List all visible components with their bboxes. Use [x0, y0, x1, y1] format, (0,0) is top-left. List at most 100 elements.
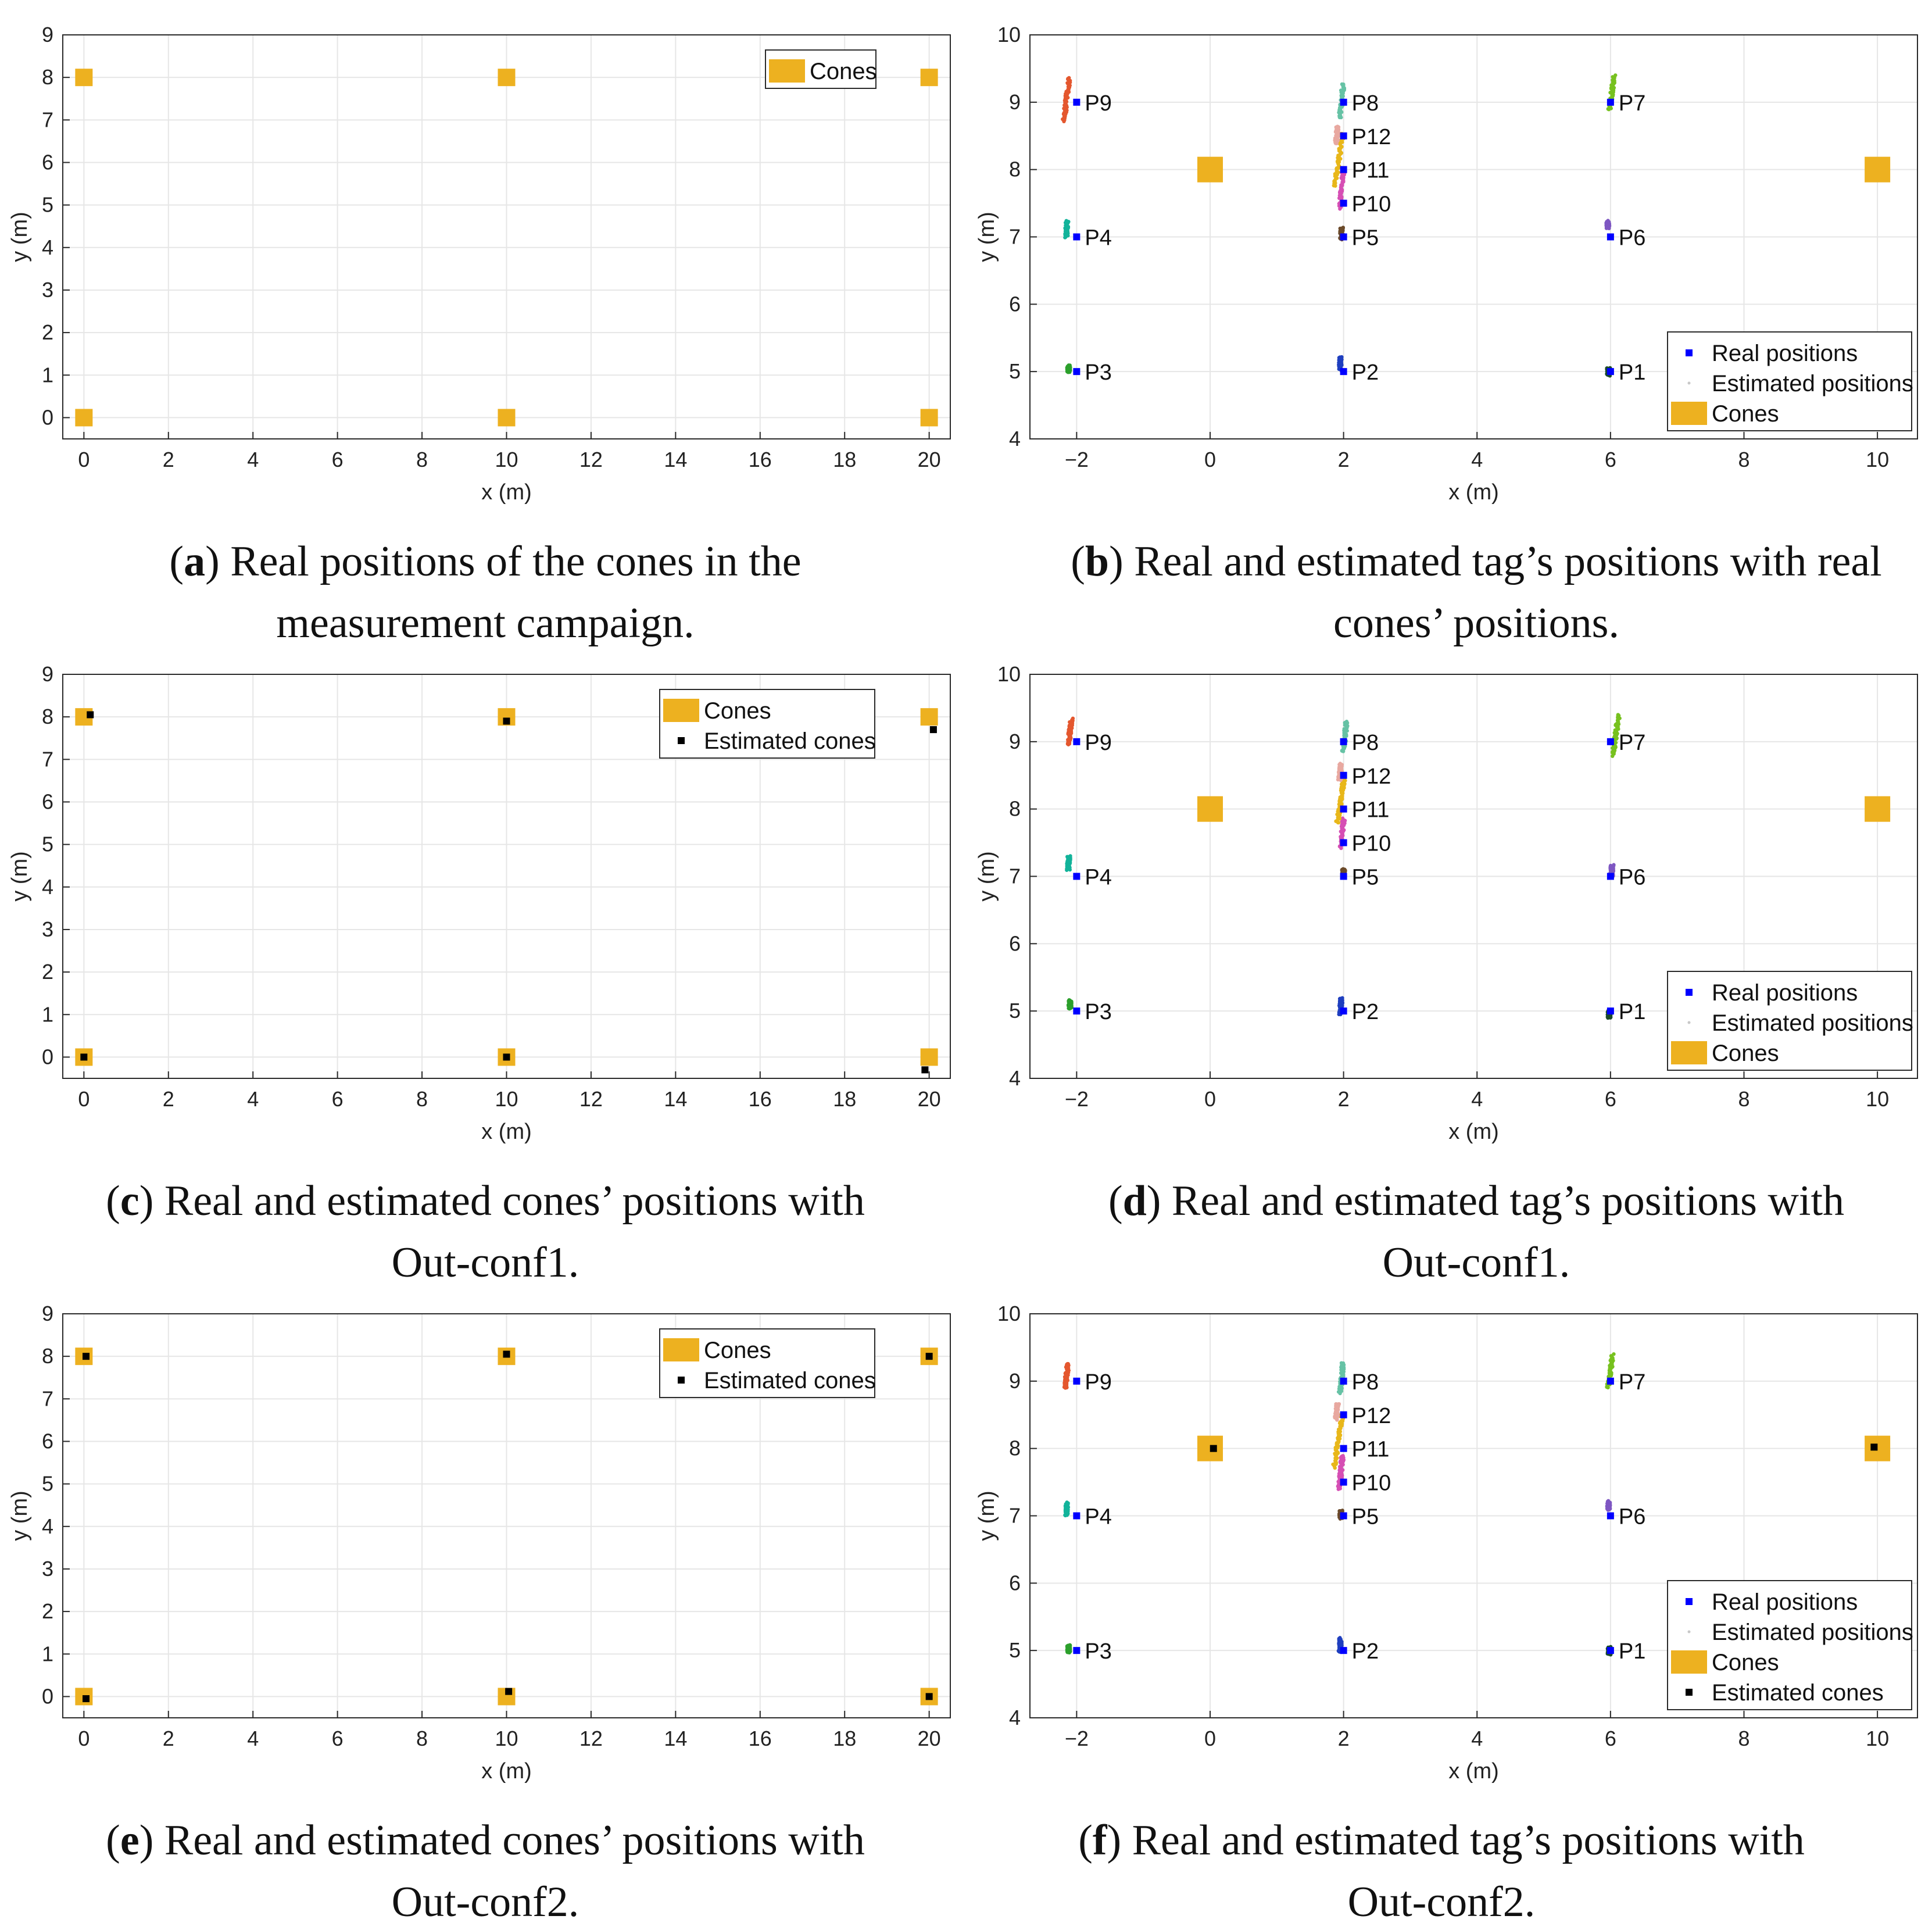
x-tick-label: 0: [1204, 1727, 1216, 1750]
cone-marker: [75, 69, 93, 87]
y-tick-label: 0: [42, 1684, 53, 1708]
estimated-position-dot: [1067, 220, 1071, 224]
legend: Real positions Estimated positions Cones Es…: [1667, 1580, 1913, 1710]
cone-marker: [498, 69, 516, 87]
x-tick-label: 0: [78, 448, 90, 471]
y-tick-label: 6: [42, 150, 53, 174]
legend-cone-swatch: [663, 1338, 699, 1361]
caption-a-line2: measurement campaign.: [276, 599, 694, 647]
y-tick-label: 8: [42, 65, 53, 89]
cone-marker: [920, 708, 938, 726]
x-tick-label: 6: [1605, 1087, 1616, 1111]
estimated-position-dot: [1340, 996, 1344, 1000]
real-position-marker: [1607, 98, 1614, 106]
point-label: P4: [1085, 226, 1111, 251]
point-label: P1: [1619, 1000, 1645, 1024]
x-axis-label: x (m): [481, 480, 532, 505]
estimated-position-dot: [1613, 728, 1618, 732]
estimated-position-dot: [1065, 1361, 1069, 1366]
estimated-cone-marker: [925, 1353, 933, 1360]
point-label: P12: [1352, 1404, 1391, 1428]
y-tick-label: 10: [997, 23, 1021, 47]
y-tick-label: 5: [1009, 359, 1021, 383]
y-tick-label: 4: [42, 875, 53, 899]
y-axis-label: y (m): [975, 851, 999, 902]
y-tick-label: 7: [1009, 864, 1021, 888]
x-tick-label: 2: [163, 1727, 174, 1750]
y-tick-label: 6: [42, 1429, 53, 1453]
point-label: P9: [1085, 91, 1111, 116]
point-label: P6: [1619, 866, 1645, 890]
point-label: P9: [1085, 1370, 1111, 1395]
point-label: P3: [1085, 360, 1111, 385]
x-tick-label: 12: [579, 1727, 603, 1750]
point-label: P7: [1619, 91, 1645, 116]
x-tick-label: 14: [664, 1087, 687, 1111]
real-position-marker: [1607, 1007, 1614, 1015]
real-position-marker: [1073, 1377, 1081, 1385]
legend-label: Estimated cones: [704, 728, 876, 754]
point-label: P7: [1619, 1370, 1645, 1395]
point-label: P10: [1352, 1471, 1391, 1496]
legend-estimated-swatch: [1687, 1021, 1691, 1024]
point-label: P9: [1085, 731, 1111, 755]
caption-d-line1: (d) Real and estimated tag’s positions w…: [1108, 1177, 1844, 1225]
legend: Cones Estimated cones: [659, 689, 876, 759]
real-position-marker: [1607, 233, 1614, 241]
x-tick-label: 4: [1471, 1727, 1483, 1750]
real-position-marker: [1340, 166, 1347, 173]
x-tick-label: 10: [495, 1727, 518, 1750]
x-tick-label: −2: [1065, 448, 1089, 471]
legend: Cones: [765, 49, 877, 89]
legend-label: Real positions: [1712, 1589, 1858, 1615]
legend-label: Cones: [704, 698, 771, 724]
estimated-position-dot: [1344, 720, 1349, 724]
cone-marker: [920, 69, 938, 87]
point-label: P10: [1352, 832, 1391, 856]
legend-label: Estimated positions: [1712, 371, 1913, 396]
x-tick-label: 6: [332, 448, 344, 471]
y-tick-label: 5: [1009, 999, 1021, 1023]
y-tick-label: 3: [42, 917, 53, 941]
legend-box: [1667, 1580, 1912, 1710]
y-tick-label: 10: [997, 662, 1021, 686]
estimated-cone-marker: [80, 1053, 88, 1061]
legend-cone-swatch: [1671, 402, 1707, 425]
legend-label: Real positions: [1712, 341, 1858, 366]
cone-marker: [498, 409, 516, 427]
chart-b: −2 0 2 4 6 8 10 4 5 6 7 8 9 10 x (m) y (m) P1 P2 P3 P4 P5 P6 P…: [975, 23, 1918, 505]
point-label: P1: [1619, 360, 1645, 385]
x-tick-label: −2: [1065, 1087, 1089, 1111]
real-position-marker: [1340, 738, 1347, 745]
estimated-position-dot: [1336, 153, 1340, 158]
cone-marker: [1197, 796, 1223, 822]
legend: Real positions Estimated positions Cones: [1667, 331, 1913, 431]
y-tick-label: 4: [1009, 1066, 1021, 1090]
point-label: P2: [1352, 360, 1379, 385]
real-position-marker: [1340, 771, 1347, 779]
estimated-position-dot: [1339, 1361, 1344, 1365]
estimated-cone-marker: [921, 1066, 929, 1074]
legend-estimated-swatch: [1687, 1630, 1691, 1634]
x-tick-label: 10: [1866, 1727, 1889, 1750]
x-tick-label: 4: [247, 448, 259, 471]
y-tick-label: 4: [1009, 1706, 1021, 1729]
legend: Cones Estimated cones: [659, 1328, 876, 1398]
x-tick-label: 18: [833, 448, 856, 471]
x-tick-label: −2: [1065, 1727, 1089, 1750]
point-label: P2: [1352, 1639, 1379, 1664]
point-label: P12: [1352, 764, 1391, 789]
y-tick-label: 6: [1009, 931, 1021, 955]
caption-f-line1: (f) Real and estimated tag’s positions w…: [1078, 1817, 1805, 1864]
y-tick-label: 8: [42, 1344, 53, 1368]
x-tick-label: 8: [416, 448, 428, 471]
caption-f-line2: Out-conf2.: [1348, 1878, 1536, 1926]
real-position-marker: [1073, 738, 1081, 745]
x-tick-label: 2: [1338, 1087, 1350, 1111]
point-label: P7: [1619, 731, 1645, 755]
y-tick-label: 7: [1009, 225, 1021, 249]
estimated-cone-marker: [503, 1053, 510, 1061]
real-position-marker: [1073, 98, 1081, 106]
x-tick-label: 8: [1738, 1087, 1749, 1111]
real-position-marker: [1340, 1512, 1347, 1520]
